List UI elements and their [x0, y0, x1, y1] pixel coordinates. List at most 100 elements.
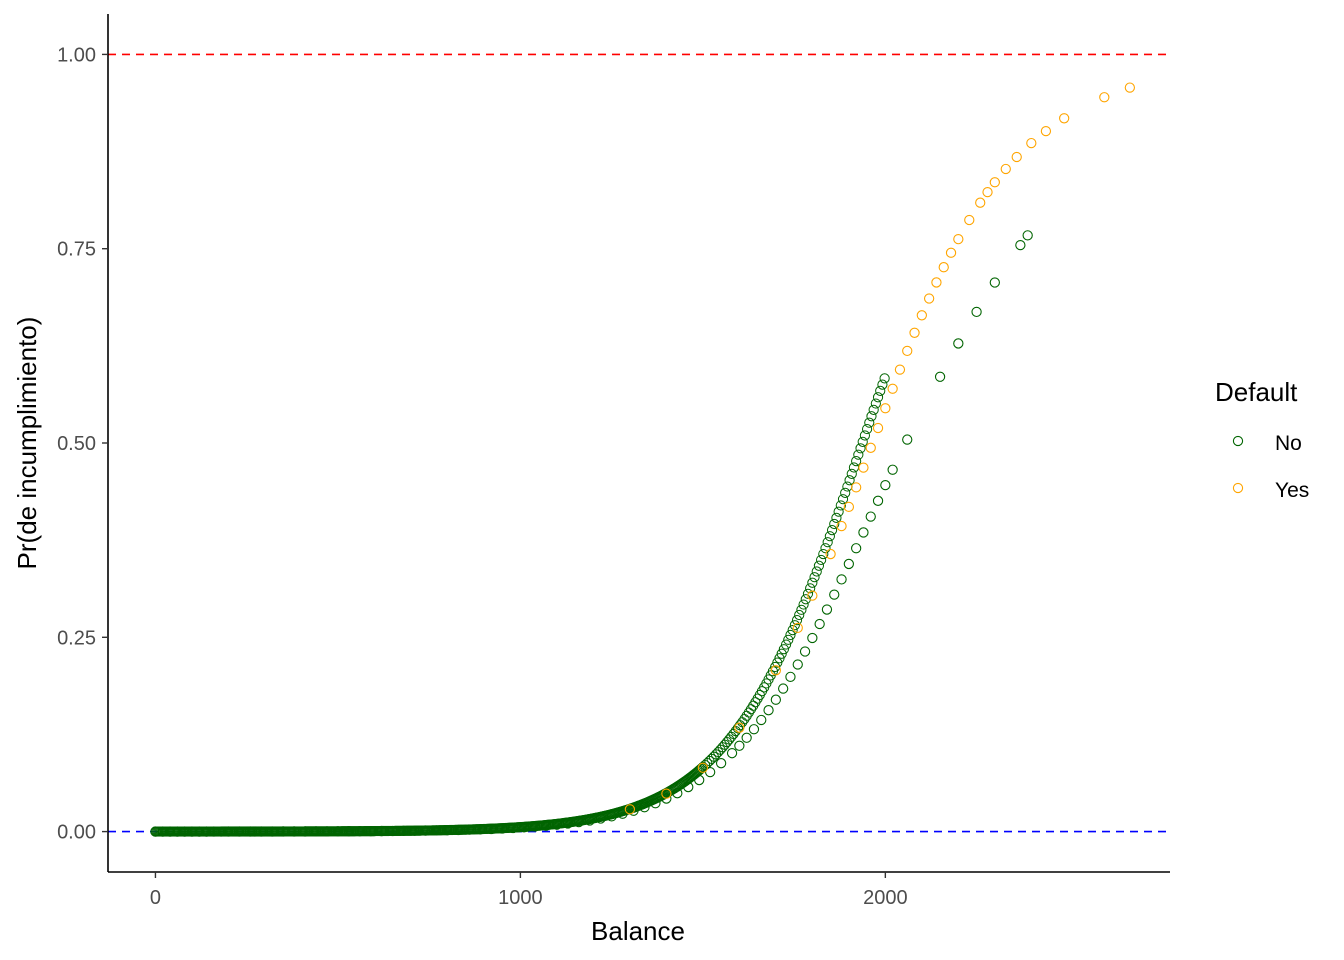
data-point-no	[562, 818, 573, 829]
data-point-no-dense	[846, 468, 857, 479]
legend-key-no	[1232, 435, 1244, 447]
data-point-no	[245, 826, 256, 837]
data-point-no	[179, 826, 190, 837]
data-point-yes	[865, 442, 876, 453]
data-point-no-dense	[787, 625, 798, 636]
data-point-no	[223, 826, 234, 837]
data-point-no-dense	[802, 588, 814, 599]
data-point-no-dense	[798, 599, 809, 610]
data-point-no	[518, 822, 530, 833]
data-point-no-dense	[820, 543, 831, 554]
y-axis-title: Pr(de incumplimiento)	[12, 317, 42, 570]
data-point-no	[843, 558, 854, 570]
data-point-no	[464, 824, 475, 835]
data-point-yes	[938, 262, 949, 273]
data-point-no-dense	[833, 506, 844, 517]
data-point-no	[409, 825, 420, 836]
data-point-yes	[1124, 82, 1136, 93]
data-point-no	[157, 826, 168, 837]
data-point-yes	[661, 788, 672, 799]
data-point-no-dense	[853, 449, 864, 460]
data-point-no	[486, 823, 497, 835]
x-tick-label: 2000	[863, 887, 908, 909]
data-point-no-dense	[743, 707, 754, 718]
data-point-no	[194, 826, 205, 837]
data-point-no	[850, 543, 862, 554]
data-point-no	[953, 338, 964, 349]
data-point-no-dense	[807, 577, 818, 588]
data-point-no	[584, 815, 595, 826]
data-point-no	[1015, 239, 1026, 251]
data-point-no-dense	[826, 525, 838, 536]
data-point-yes	[964, 214, 975, 226]
data-point-no-dense	[851, 455, 862, 467]
data-point-yes	[953, 233, 964, 245]
data-point-no	[234, 826, 245, 837]
data-point-no-dense	[861, 423, 873, 435]
data-point-no	[540, 820, 552, 831]
data-point-yes	[975, 197, 986, 208]
data-point-no	[529, 821, 541, 832]
data-point-no	[799, 646, 811, 657]
data-point-yes	[916, 310, 927, 321]
data-point-no	[332, 826, 344, 837]
legend-title: Default	[1215, 377, 1298, 407]
data-point-yes	[989, 177, 1000, 188]
data-point-yes	[1026, 137, 1037, 149]
data-point-no-dense	[840, 487, 851, 498]
data-point-yes	[872, 422, 884, 434]
data-point-no	[208, 826, 219, 837]
data-point-no	[858, 527, 869, 538]
data-point-yes	[836, 520, 847, 532]
data-point-no-dense	[811, 566, 822, 577]
tick-labels: 0.00 0.25 0.50 0.75 1.00 0 1000 2000	[57, 44, 908, 909]
data-point-no	[365, 825, 376, 837]
data-point-yes	[894, 364, 906, 375]
data-point-no	[442, 825, 453, 836]
data-point-no	[186, 826, 198, 837]
data-point-yes	[1040, 125, 1052, 137]
data-point-no	[496, 823, 508, 834]
x-axis-title: Balance	[591, 916, 685, 946]
data-point-no-dense	[741, 710, 752, 721]
data-point-no-dense	[791, 615, 803, 626]
data-point-no-dense	[864, 417, 875, 428]
data-point-no	[201, 826, 212, 837]
data-point-no-dense	[831, 512, 842, 523]
data-point-no	[164, 826, 176, 837]
data-point-no	[343, 826, 355, 837]
data-point-no-dense	[855, 443, 866, 454]
data-point-no	[778, 683, 789, 694]
data-point-no	[989, 277, 1000, 288]
data-point-yes	[945, 247, 957, 258]
data-point-no	[756, 714, 767, 726]
data-point-no	[785, 671, 796, 683]
data-point-yes	[1099, 92, 1110, 103]
data-point-no-dense	[857, 436, 868, 447]
data-point-no	[865, 511, 876, 522]
data-point-yes	[850, 482, 862, 493]
data-point-no	[215, 826, 227, 837]
data-point-no-dense	[796, 604, 807, 615]
data-point-no	[376, 825, 387, 837]
data-point-no-dense	[868, 404, 879, 416]
data-point-no	[150, 826, 161, 837]
data-point-yes	[923, 293, 935, 304]
data-point-no-dense	[829, 518, 840, 530]
data-point-no-dense	[844, 475, 855, 486]
data-point-yes	[909, 327, 920, 338]
data-point-no-dense	[818, 548, 829, 560]
data-point-no-dense	[739, 713, 750, 725]
data-point-yes	[887, 383, 898, 394]
data-point-no	[617, 808, 628, 819]
data-point-no	[836, 574, 847, 585]
data-point-no	[902, 434, 913, 445]
y-tick-label: 0.00	[57, 822, 96, 844]
data-point-no-dense	[778, 644, 789, 655]
data-point-yes	[807, 590, 818, 601]
legend-label-no: No	[1275, 432, 1302, 455]
data-point-no	[172, 826, 183, 837]
data-point-yes	[843, 501, 854, 513]
data-point-no	[934, 371, 946, 382]
